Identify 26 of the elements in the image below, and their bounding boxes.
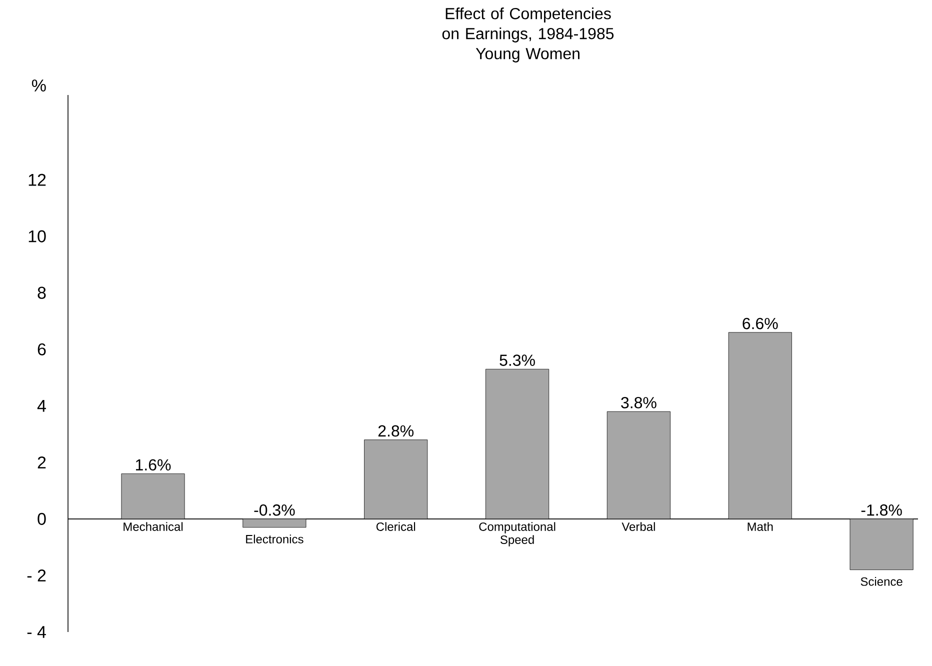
y-tick-label: - 2 [27,570,46,582]
x-tick-label: Math [748,522,773,531]
data-label: 6.6% [742,318,778,330]
x-tick-label: Clerical [376,522,416,531]
data-label: -1.8% [861,504,902,516]
y-axis-title: % [32,80,46,92]
y-tick-label: - 4 [27,626,46,638]
data-label: 5.3% [500,354,535,366]
data-label: 1.6% [136,459,171,471]
x-tick-label: Verbal [622,522,655,531]
data-label: -0.3% [254,504,295,516]
x-tick-label: Electronics [246,534,304,544]
y-tick-label: 12 [28,174,46,186]
y-tick-label: 10 [28,230,46,242]
chart-subtitle: Young Women [476,48,580,62]
data-label: 3.8% [621,397,656,408]
x-tick-label: Mechanical [124,522,183,531]
data-label: 2.8% [378,425,414,437]
x-tick-label: Computational Speed [479,522,556,546]
y-tick-label: 2 [38,456,46,468]
y-tick-label: 6 [38,343,46,356]
x-tick-label: Science [860,577,902,586]
chart-title: Effect of Competencies on Earnings, 1984-1985 [442,8,614,42]
y-tick-label: 0 [38,512,46,525]
y-tick-label: 8 [38,286,46,299]
y-tick-label: 4 [37,400,46,412]
